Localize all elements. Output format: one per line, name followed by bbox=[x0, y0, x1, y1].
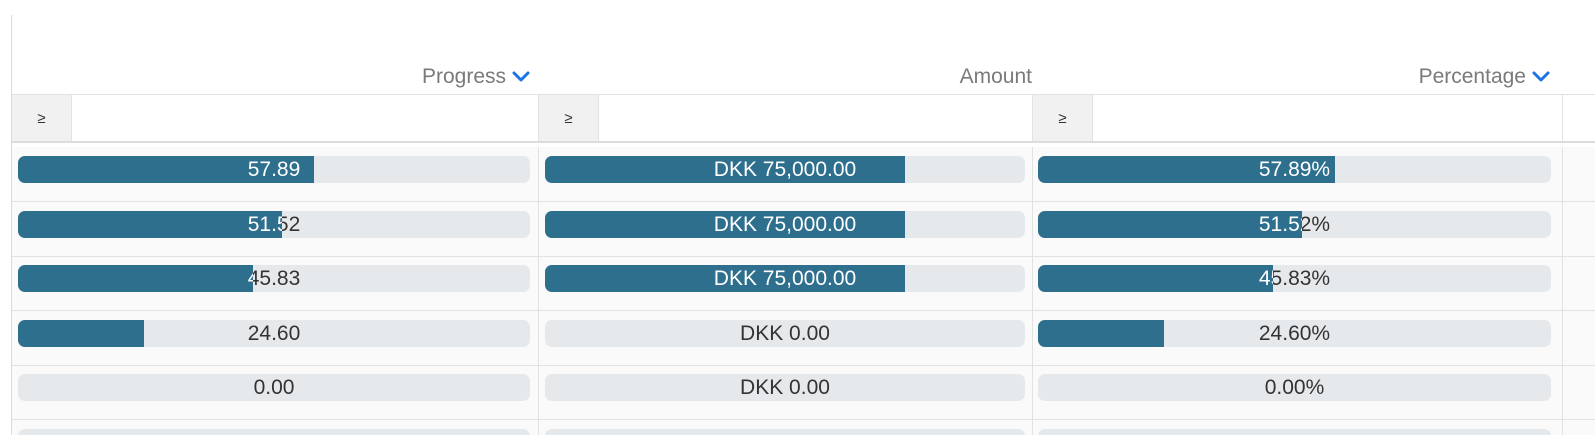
filter-operator-button[interactable]: ≥ bbox=[1033, 95, 1093, 141]
table-row-partial bbox=[12, 419, 1595, 435]
progress-bar-fill: 57.89% bbox=[1038, 156, 1335, 183]
cell-value-overlay: 51.52 bbox=[247, 212, 282, 236]
table-cell-amount bbox=[539, 201, 1033, 256]
cell-value-overlay: 24.60 bbox=[18, 320, 144, 347]
progress-bar-fill: 45.83% bbox=[1038, 265, 1273, 292]
table-cell-percentage bbox=[1033, 419, 1563, 435]
cell-value-overlay: DKK 75,000.00 bbox=[713, 267, 857, 290]
cell-value-overlay: 57.89% bbox=[1258, 158, 1331, 181]
progress-bar-track: 45.8345.83 bbox=[18, 265, 530, 292]
progress-bar-fill: 51.52% bbox=[1038, 210, 1302, 238]
cell-value: 45.83% bbox=[1258, 267, 1331, 290]
progress-bar-fill: 24.60% bbox=[1038, 319, 1164, 347]
column-header-progress[interactable]: Progress bbox=[12, 62, 532, 92]
table-cell-progress bbox=[12, 201, 539, 256]
progress-bar-track: 57.89%57.89% bbox=[1038, 156, 1551, 183]
cell-value-overlay: DKK 75,000.00 bbox=[713, 212, 857, 236]
progress-bar-fill: DKK 75,000.00 bbox=[545, 265, 905, 292]
cell-value-overlay: 57.89 bbox=[247, 158, 301, 181]
table-cell-amount bbox=[539, 147, 1033, 201]
chevron-down-icon[interactable] bbox=[1530, 66, 1552, 88]
progress-bar-track bbox=[545, 428, 1025, 435]
table-cell-amount bbox=[539, 419, 1033, 435]
filter-row: ≥ ≥ ≥ bbox=[12, 95, 1595, 143]
filter-operator-button[interactable]: ≥ bbox=[12, 95, 72, 141]
cell-value: DKK 0.00 bbox=[740, 376, 830, 399]
progress-bar-fill: DKK 75,000.00 bbox=[545, 156, 905, 183]
column-header-label: Progress bbox=[421, 65, 506, 88]
header-row: Progress Amount Percentage bbox=[12, 0, 1595, 95]
cell-value-overlay: DKK 75,000.00 bbox=[713, 158, 857, 181]
progress-bar-track: 51.5251.52 bbox=[18, 210, 530, 238]
progress-bar-fill: 51.52 bbox=[18, 210, 282, 238]
cell-value: 24.60 bbox=[247, 321, 301, 345]
progress-bar-track: 0.000.00 bbox=[18, 374, 530, 401]
table-cell-percentage bbox=[1033, 365, 1563, 419]
filter-input-amount[interactable] bbox=[599, 95, 1032, 141]
column-header-percentage[interactable]: Percentage bbox=[1032, 62, 1552, 92]
cell-value-overlay: 51.52% bbox=[1258, 212, 1302, 236]
table-cell-percentage bbox=[1033, 310, 1563, 365]
cell-value: DKK 0.00 bbox=[740, 321, 830, 345]
filter-input-progress[interactable] bbox=[72, 95, 538, 141]
table-cell-progress bbox=[12, 310, 539, 365]
table-cell-percentage bbox=[1033, 256, 1563, 310]
progress-bar-track bbox=[18, 428, 530, 435]
progress-bar-track: 0.00%0.00% bbox=[1038, 374, 1551, 401]
progress-bar-fill: DKK 75,000.00 bbox=[545, 210, 905, 238]
progress-bar-fill: 57.89 bbox=[18, 156, 314, 183]
progress-bar-track: 57.8957.89 bbox=[18, 156, 530, 183]
filter-progress: ≥ bbox=[12, 95, 539, 141]
column-header-label: Amount bbox=[959, 65, 1032, 88]
cell-value: 24.60% bbox=[1258, 321, 1331, 345]
progress-bar-track: 45.83%45.83% bbox=[1038, 265, 1551, 292]
progress-bar-track bbox=[1038, 428, 1551, 435]
chevron-down-icon[interactable] bbox=[510, 66, 532, 88]
cell-value: 0.00% bbox=[1264, 376, 1325, 399]
grid-left-border bbox=[11, 15, 12, 435]
filter-amount: ≥ bbox=[539, 95, 1033, 141]
cell-value-overlay: 45.83% bbox=[1258, 267, 1273, 290]
progress-bar-fill: 45.83 bbox=[18, 265, 253, 292]
column-header-label: Percentage bbox=[1418, 65, 1526, 88]
progress-bar-track: 24.60 24.60 bbox=[18, 319, 530, 347]
table-cell-progress bbox=[12, 419, 539, 435]
column-header-amount[interactable]: Amount bbox=[539, 62, 1032, 92]
table-cell-percentage bbox=[1033, 201, 1563, 256]
cell-value-overlay: 45.83 bbox=[18, 265, 253, 292]
cell-value-overlay: 24.60% bbox=[1038, 320, 1164, 347]
table-cell-progress bbox=[12, 147, 539, 201]
progress-bar-track: 24.60% 24.60% bbox=[1038, 319, 1551, 347]
filter-input-percentage[interactable] bbox=[1093, 95, 1562, 141]
table-cell-amount bbox=[539, 365, 1033, 419]
table-cell-progress bbox=[12, 256, 539, 310]
filter-operator-button[interactable]: ≥ bbox=[539, 95, 599, 141]
table-cell-progress bbox=[12, 365, 539, 419]
filter-percentage: ≥ bbox=[1033, 95, 1563, 141]
table-cell-amount bbox=[539, 256, 1033, 310]
progress-bar-track: 51.52%51.52% bbox=[1038, 210, 1551, 238]
cell-value: 45.83 bbox=[247, 267, 301, 290]
table-cell-amount bbox=[539, 310, 1033, 365]
table-cell-percentage bbox=[1033, 147, 1563, 201]
cell-value: 0.00 bbox=[253, 376, 295, 399]
progress-bar-fill: 24.60 bbox=[18, 319, 144, 347]
